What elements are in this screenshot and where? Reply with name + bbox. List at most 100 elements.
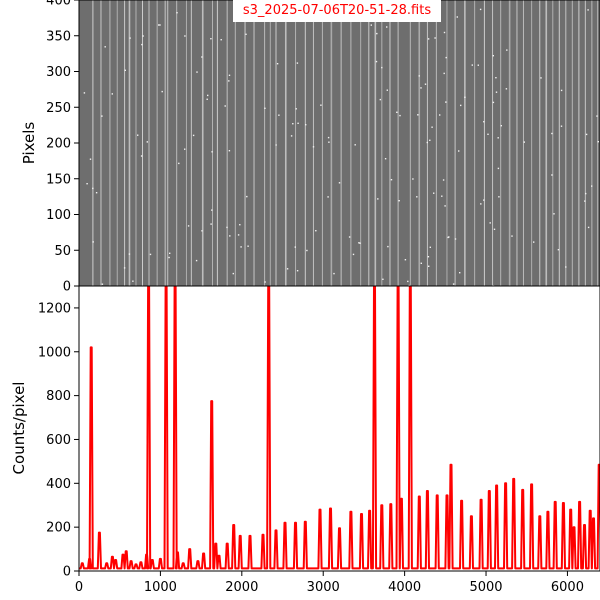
hot-pixel	[245, 33, 247, 35]
hot-pixel	[228, 80, 230, 82]
hot-pixel	[427, 256, 430, 258]
hot-pixel	[471, 64, 473, 66]
hot-pixel	[201, 230, 203, 232]
hot-pixel	[146, 141, 148, 143]
hot-pixel	[591, 185, 593, 187]
hot-pixel	[439, 114, 441, 116]
hot-pixel	[377, 198, 379, 200]
hot-pixel	[441, 195, 443, 197]
hot-pixel	[111, 93, 113, 95]
hot-pixel	[333, 272, 335, 275]
hot-pixel	[211, 209, 213, 211]
hot-pixel	[428, 265, 430, 267]
hot-pixel	[246, 195, 248, 198]
hot-pixel	[398, 200, 400, 202]
hot-pixel	[292, 123, 294, 125]
spectrum-y-tick-label: 0	[63, 565, 71, 580]
hot-pixel	[129, 37, 131, 39]
image-panel: 0 50 100 150 200 250 300 350 400 Pixels	[20, 0, 600, 295]
hot-pixel	[286, 268, 289, 270]
hot-pixel	[565, 266, 567, 268]
hot-pixel	[210, 223, 212, 225]
hot-pixel	[454, 238, 457, 240]
hot-pixel	[264, 107, 266, 109]
hot-pixel	[264, 281, 266, 283]
hot-pixel	[387, 245, 389, 248]
hot-pixel	[431, 126, 433, 128]
hot-pixel	[327, 136, 330, 139]
hot-pixel	[587, 226, 590, 229]
hot-pixel	[141, 43, 143, 46]
hot-pixel	[140, 155, 143, 157]
hot-pixel	[500, 125, 502, 127]
hot-pixel	[128, 253, 131, 255]
hot-pixel	[92, 187, 94, 190]
hot-pixel	[123, 267, 126, 269]
hot-pixel	[597, 141, 599, 143]
spectrum-x-tick-label: 0	[75, 580, 83, 595]
hot-pixel	[95, 192, 98, 194]
hot-pixel	[101, 115, 103, 117]
hot-pixel	[142, 35, 144, 37]
hot-pixel	[511, 235, 513, 237]
hot-pixel	[379, 98, 381, 101]
hot-pixel	[187, 225, 190, 227]
hot-pixel	[297, 122, 299, 124]
hot-pixel	[458, 150, 460, 152]
hot-pixel	[275, 144, 277, 146]
hot-pixel	[442, 179, 445, 181]
hot-pixel	[553, 213, 555, 215]
hot-pixel	[192, 134, 195, 137]
hot-pixel	[434, 37, 436, 39]
spectrum-line	[79, 286, 600, 570]
hot-pixel	[477, 64, 479, 66]
spectrum-y-tick-label: 400	[46, 477, 71, 492]
hot-pixel	[359, 242, 361, 244]
hot-pixel	[376, 32, 378, 35]
hot-pixel	[132, 280, 134, 282]
spectrum-y-axis-label: Counts/pixel	[10, 382, 28, 475]
spectrum-y-tick-label: 800	[46, 389, 71, 404]
figure-title: s3_2025-07-06T20-51-28.fits	[243, 3, 431, 18]
hot-pixel	[210, 38, 212, 40]
hot-pixel	[382, 278, 384, 280]
hot-pixel	[159, 24, 161, 26]
hot-pixel	[445, 56, 447, 59]
hot-pixel	[124, 69, 126, 71]
image-y-tick-label: 200	[46, 137, 71, 152]
hot-pixel	[328, 141, 330, 143]
image-y-tick-label: 50	[54, 244, 71, 259]
hot-pixel	[420, 87, 422, 89]
hot-pixel	[426, 141, 428, 144]
hot-pixel	[456, 16, 458, 18]
title-background	[233, 0, 441, 22]
hot-pixel	[226, 226, 228, 229]
hot-pixel	[429, 139, 431, 141]
hot-pixel	[83, 92, 86, 94]
hot-pixel	[416, 196, 418, 198]
hot-pixel	[348, 236, 351, 238]
hot-pixel	[480, 203, 482, 205]
hot-pixel	[483, 199, 485, 201]
spectrum-x-axis: 0 1000 2000 3000 4000 5000 6000	[75, 571, 584, 595]
hot-pixel	[358, 242, 360, 244]
hot-pixel	[184, 148, 186, 150]
image-y-tick-label: 300	[46, 65, 71, 80]
hot-pixel	[460, 104, 462, 107]
hot-pixel	[381, 66, 383, 69]
hot-pixel	[390, 179, 393, 181]
hot-pixel	[445, 101, 447, 103]
hot-pixel	[237, 234, 240, 236]
hot-pixel	[533, 241, 535, 243]
hot-pixel	[584, 200, 586, 202]
hot-pixel	[161, 90, 163, 93]
hot-pixel	[220, 39, 222, 41]
hot-pixel	[312, 146, 315, 148]
hot-pixel	[101, 283, 104, 285]
hot-pixel	[386, 89, 388, 91]
hot-pixel	[92, 241, 94, 243]
hot-pixel	[407, 280, 409, 283]
hot-pixel	[585, 192, 587, 195]
hot-pixel	[418, 75, 420, 77]
hot-pixel	[585, 133, 588, 136]
